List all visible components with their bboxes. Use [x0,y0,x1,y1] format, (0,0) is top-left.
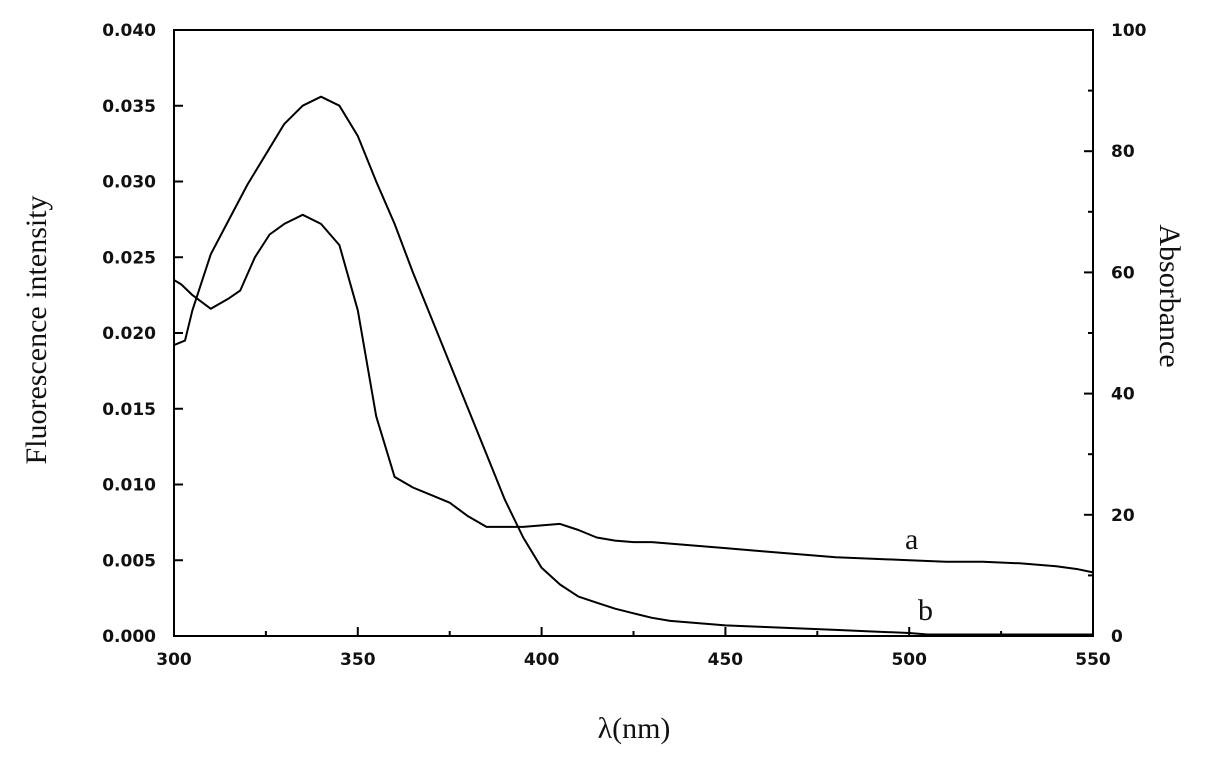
y-left-tick-label: 0.020 [102,324,156,344]
plot-frame [173,29,1094,637]
y-left-tick-label: 0.040 [102,21,156,41]
series-group [173,95,1094,636]
ticks: 300 350 400 450 500 5500.0000.0050.0100.0150.… [102,21,1146,670]
y-axis-left-title: Fluorescence intensity [20,195,53,464]
y-left-tick-label: 0.010 [102,476,156,496]
y-right-tick-label: 80 [1111,142,1135,162]
y-axis-right-title: Absorbance [1153,224,1186,367]
x-tick-label: 450 [708,650,744,670]
series-label-b: b [918,594,933,627]
y-left-tick-label: 0.015 [102,400,156,420]
series-line-a [173,213,1094,574]
x-tick-label: 550 [1075,650,1111,670]
y-right-tick-label: 100 [1111,21,1147,41]
y-right-tick-label: 0 [1111,627,1123,647]
labels-group: ab [905,523,933,627]
y-left-tick-label: 0.035 [102,97,156,117]
x-tick-label: 400 [524,650,560,670]
series-label-a: a [905,523,918,556]
series-line-b [173,95,1093,636]
x-tick-label: 350 [340,650,376,670]
y-right-tick-label: 20 [1111,506,1135,526]
y-left-tick-label: 0.030 [102,173,156,193]
x-tick-label: 500 [891,650,927,670]
y-right-tick-label: 40 [1111,385,1135,405]
axes [173,29,1094,637]
x-tick-label: 300 [156,650,192,670]
y-left-tick-label: 0.025 [102,248,156,268]
y-left-tick-label: 0.000 [102,627,156,647]
y-left-tick-label: 0.005 [102,551,156,571]
y-right-tick-label: 60 [1111,263,1135,283]
x-axis-title: λ(nm) [598,712,671,745]
